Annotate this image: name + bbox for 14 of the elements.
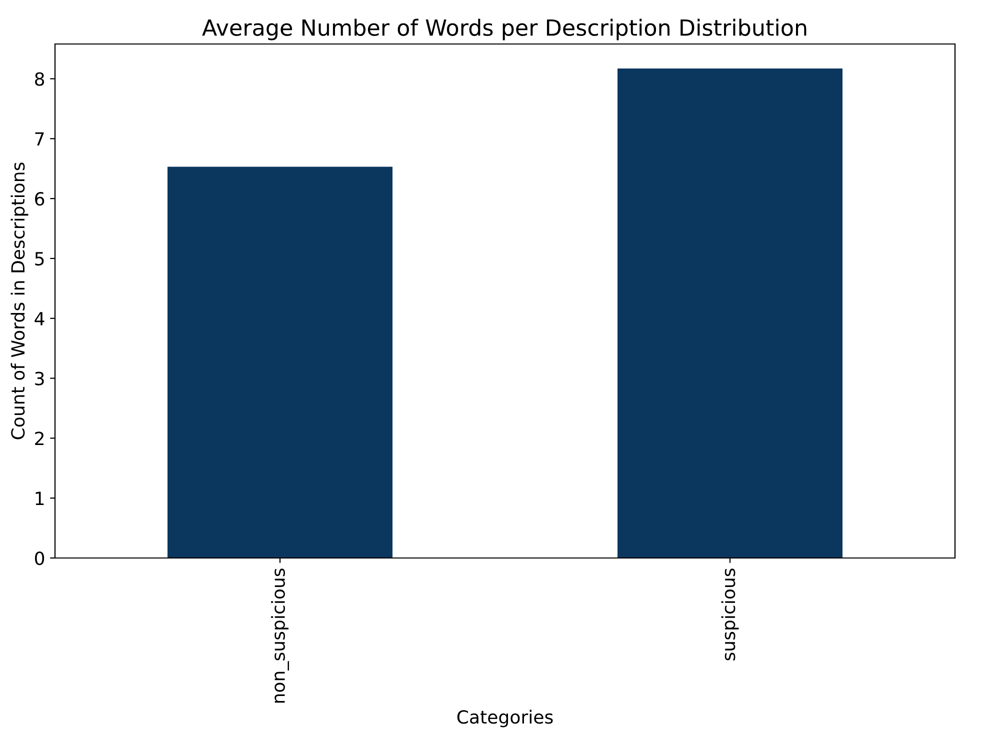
x-tick-label: suspicious [721, 568, 739, 660]
x-axis-title: Categories [457, 710, 553, 728]
y-axis-title: Count of Words in Descriptions [10, 162, 28, 440]
chart-title: Average Number of Words per Description Distribution [202, 18, 806, 40]
y-tick-label: 6 [35, 192, 44, 206]
y-tick-label: 1 [36, 492, 44, 505]
y-tick-label: 2 [35, 432, 44, 446]
y-tick-label: 8 [35, 72, 44, 86]
y-tick-label: 5 [35, 252, 44, 266]
y-tick-label: 0 [34, 551, 44, 566]
y-tick-label: 3 [35, 372, 44, 386]
x-tick-label: non_suspicious [271, 568, 289, 703]
y-tick-label: 4 [34, 312, 44, 326]
y-tick-label: 7 [35, 132, 44, 146]
